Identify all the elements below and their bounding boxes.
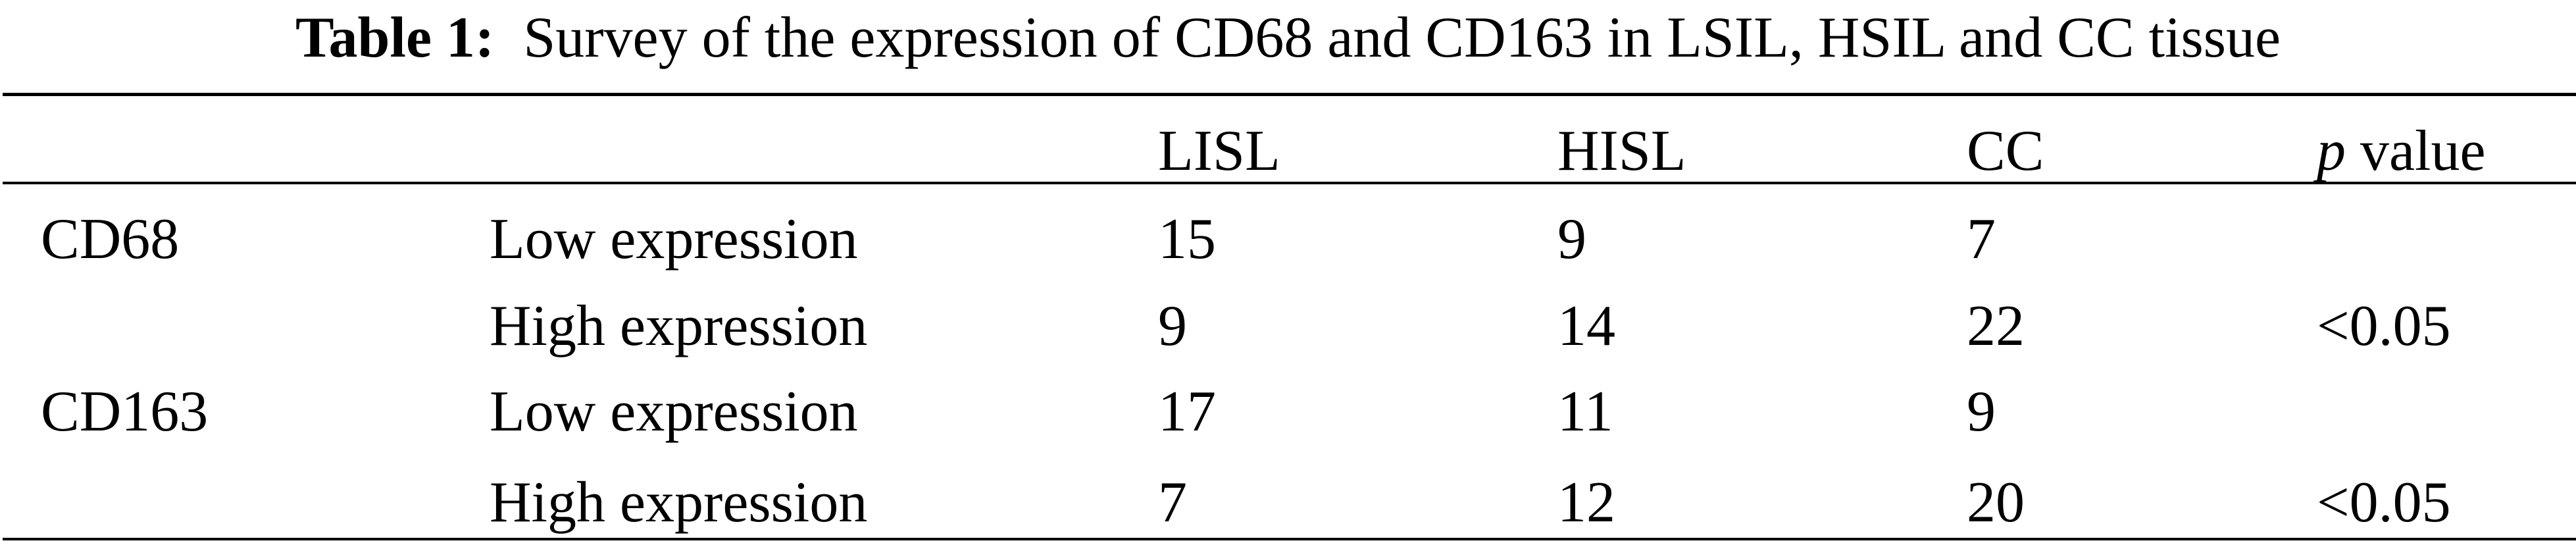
- hisl-cell: 14: [1557, 294, 1615, 358]
- marker-cell: CD163: [41, 380, 209, 444]
- lisl-cell: 15: [1158, 207, 1216, 271]
- top-rule: [3, 93, 2576, 96]
- hisl-cell: 9: [1557, 207, 1586, 271]
- p-value-label: value: [2346, 119, 2486, 183]
- table-caption: Table 1: Survey of the expression of CD6…: [0, 5, 2576, 71]
- header-lisl: LISL: [1158, 119, 1280, 183]
- header-p-value: p value: [2317, 118, 2486, 184]
- p-cell: <0.05: [2317, 294, 2451, 358]
- hisl-cell: 11: [1557, 380, 1613, 444]
- cc-cell: 20: [1967, 471, 2025, 534]
- cc-cell: 22: [1967, 294, 2025, 358]
- caption-text: Survey of the expression of CD68 and CD1…: [523, 6, 2281, 70]
- cc-cell: 7: [1967, 207, 1996, 271]
- p-symbol: p: [2317, 119, 2346, 183]
- lisl-cell: 9: [1158, 294, 1187, 358]
- caption-label: Table 1:: [295, 6, 495, 70]
- cc-cell: 9: [1967, 380, 1996, 444]
- level-cell: Low expression: [490, 380, 858, 444]
- level-cell: High expression: [490, 471, 868, 534]
- hisl-cell: 12: [1557, 471, 1615, 534]
- bottom-rule: [3, 538, 2576, 540]
- header-cc: CC: [1967, 119, 2044, 183]
- p-cell: <0.05: [2317, 471, 2451, 534]
- marker-cell: CD68: [41, 207, 180, 271]
- level-cell: Low expression: [490, 207, 858, 271]
- lisl-cell: 7: [1158, 471, 1187, 534]
- level-cell: High expression: [490, 294, 868, 358]
- header-rule: [3, 182, 2576, 184]
- header-hisl: HISL: [1557, 119, 1686, 183]
- lisl-cell: 17: [1158, 380, 1216, 444]
